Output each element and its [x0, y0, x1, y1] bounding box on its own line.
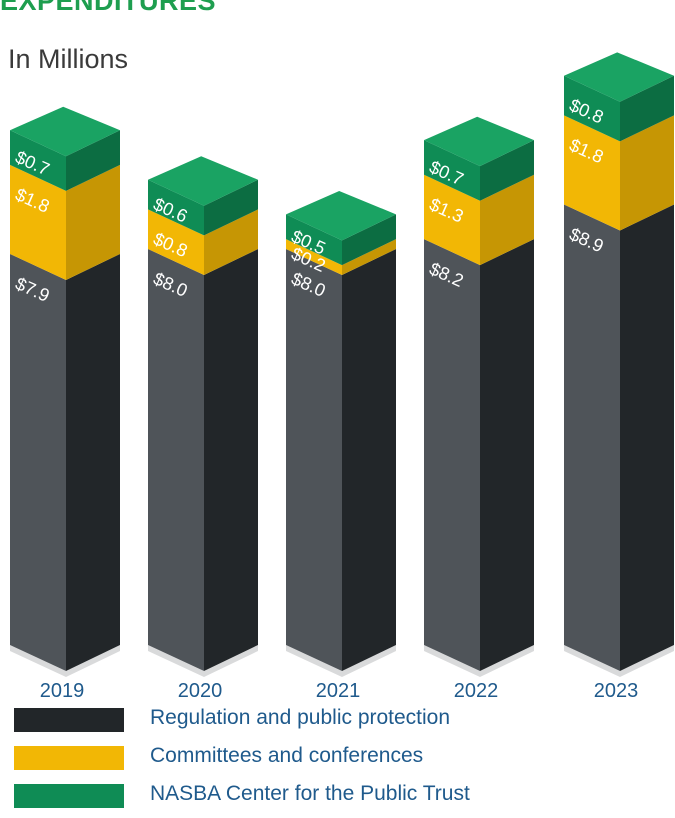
bar-shadow	[564, 645, 674, 677]
chart-subtitle: In Millions	[8, 44, 129, 74]
bar-segment-front	[148, 209, 204, 275]
bar-segment-front	[286, 249, 342, 671]
bar-segment-side	[480, 140, 534, 201]
category-label: 2022	[454, 680, 499, 700]
bar-segment-side	[620, 115, 674, 231]
bar-segment-front	[424, 239, 480, 671]
legend-label-committees: Committees and conferences	[150, 744, 424, 767]
bar-segment-front	[564, 204, 620, 671]
bar-top-cap	[424, 116, 534, 167]
legend-swatch-nasba	[14, 784, 124, 808]
bar-shadow	[286, 645, 396, 677]
bar-top-cap	[10, 106, 120, 157]
bar-segment-front	[286, 239, 342, 275]
bar-segment-front	[10, 130, 66, 191]
legend-swatch-committees	[14, 746, 124, 770]
bar-segment-front	[424, 140, 480, 201]
bar-shadow	[148, 645, 258, 677]
bar-segment-side	[204, 209, 258, 275]
bar-segment-front	[424, 174, 480, 266]
bar-segment-front	[10, 164, 66, 280]
category-label: 2019	[40, 680, 85, 700]
chart-title: EXPENDITURES	[0, 0, 217, 16]
bar-top-cap	[148, 156, 258, 206]
category-label: 2020	[178, 680, 223, 700]
bar-segment-side	[620, 75, 674, 142]
bar-shadow	[10, 645, 120, 677]
stacked-bar-chart: $7.9$1.8$0.72019$8.0$0.8$0.62020$8.0$0.2…	[10, 52, 674, 700]
bar-segment-front	[564, 115, 620, 231]
bar-segment-side	[480, 239, 534, 671]
category-label: 2023	[594, 680, 639, 700]
bar-segment-front	[564, 75, 620, 142]
bar-segment-side	[480, 174, 534, 266]
legend-item-regulation: Regulation and public protection	[14, 704, 654, 741]
legend-item-committees: Committees and conferences	[14, 742, 654, 779]
legend-label-nasba: NASBA Center for the Public Trust	[150, 782, 470, 805]
legend-swatch-regulation	[14, 708, 124, 732]
bar-segment-front	[10, 253, 66, 671]
bar-top-cap	[286, 190, 396, 241]
bar-segment-front	[148, 179, 204, 236]
legend-item-nasba: NASBA Center for the Public Trust	[14, 780, 654, 817]
bar-segment-side	[342, 214, 396, 266]
bar-segment-side	[342, 249, 396, 671]
bar-segment-side	[66, 253, 120, 671]
bar-segment-side	[66, 164, 120, 280]
bar-segment-side	[620, 204, 674, 671]
bar-segment-front	[286, 214, 342, 266]
bar-top-cap	[564, 52, 674, 102]
bar-shadow	[424, 645, 534, 677]
bar-segment-side	[204, 249, 258, 671]
bar-segment-front	[148, 249, 204, 671]
legend: Regulation and public protection Committ…	[14, 704, 654, 818]
bar-segment-side	[342, 239, 396, 275]
category-label: 2021	[316, 680, 361, 700]
bar-segment-side	[204, 179, 258, 236]
bar-segment-side	[66, 130, 120, 191]
legend-label-regulation: Regulation and public protection	[150, 706, 451, 729]
